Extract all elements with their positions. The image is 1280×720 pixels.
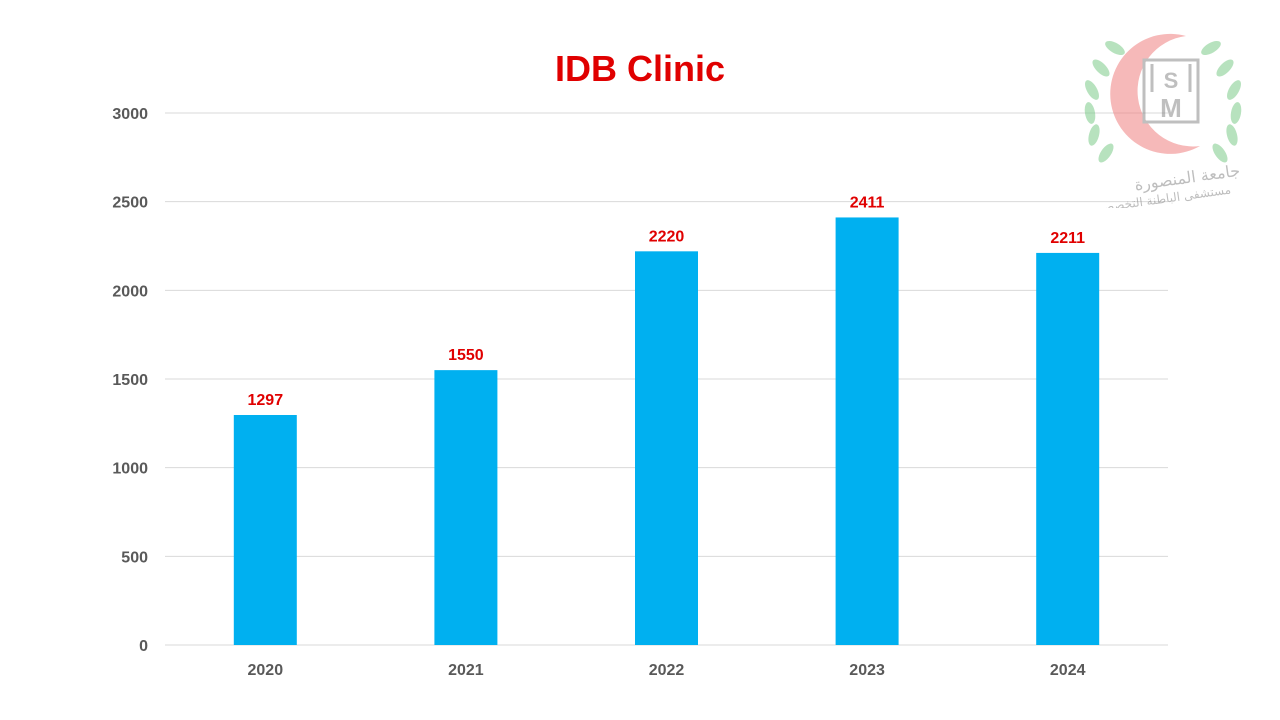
y-tick-label: 1500 [112, 372, 148, 389]
svg-text:M: M [1160, 93, 1182, 123]
crescent-icon [1110, 33, 1200, 154]
svg-text:S: S [1164, 68, 1179, 93]
wreath-icon [1084, 41, 1242, 163]
bar-2024 [1036, 252, 1100, 645]
x-tick-label: 2023 [849, 662, 885, 679]
y-tick-label: 2500 [112, 195, 148, 212]
y-tick-label: 500 [121, 549, 148, 566]
x-tick-label: 2022 [649, 662, 685, 679]
y-tick-label: 3000 [112, 106, 148, 123]
chart-title: IDB Clinic [554, 48, 725, 89]
y-tick-label: 2000 [112, 283, 148, 300]
x-tick-label: 2021 [448, 662, 484, 679]
y-tick-label: 1000 [112, 461, 148, 478]
data-label-2022: 2220 [649, 228, 685, 245]
data-label-2024: 2211 [1050, 230, 1085, 247]
hospital-logo: S M جامعة المنصورة مستشفى الباطنة التخصص… [1084, 33, 1242, 208]
y-axis-ticks: 0 500 1000 1500 2000 2500 3000 [112, 106, 148, 655]
data-labels: 1297 1550 2220 2411 2211 [248, 194, 1086, 409]
hsm-monogram: S M [1142, 58, 1200, 124]
x-axis-ticks: 2020 2021 2022 2023 2024 [248, 662, 1086, 679]
bar-2022 [635, 251, 698, 645]
data-label-2020: 1297 [248, 392, 284, 409]
data-label-2023: 2411 [850, 194, 885, 211]
bar-2020 [233, 414, 297, 645]
bar-2023 [835, 217, 899, 645]
data-label-2021: 1550 [448, 347, 484, 364]
bars [233, 217, 1100, 645]
y-tick-label: 0 [139, 638, 148, 655]
bar-2021 [434, 370, 498, 645]
x-tick-label: 2020 [248, 662, 284, 679]
x-tick-label: 2024 [1050, 662, 1086, 679]
